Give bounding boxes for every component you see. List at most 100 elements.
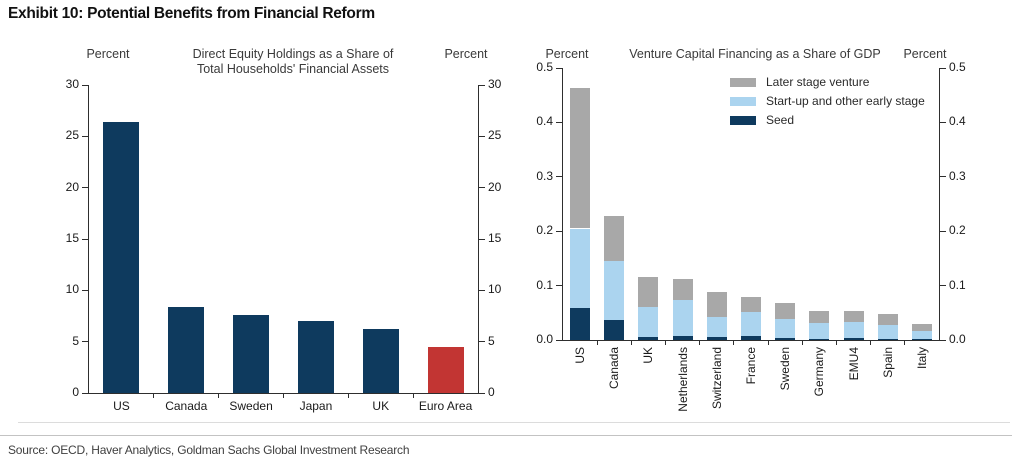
right-chart-plot-area: 0.0 0.0 0.1 0.1 0.2 0.2 0.3 0.3 0.4 0.4 0.5 0.5 US Ca… (536, 60, 965, 412)
y-axis-tick-right (940, 67, 946, 69)
y-axis-tick-left (82, 341, 88, 343)
x-axis-tick (904, 340, 906, 345)
y-axis-label-left: 0.3 (536, 168, 553, 183)
x-category-label: Sweden (778, 347, 793, 391)
source-note: Source: OECD, Haver Analytics, Goldman S… (8, 443, 410, 457)
right-chart-left-axis-unit: Percent (545, 47, 589, 61)
legend-item-start-up: Start-up and other early stage (730, 94, 925, 108)
bar-segment-start-up-italy (911, 331, 932, 340)
bar-canada (168, 306, 205, 393)
x-axis-tick (665, 340, 667, 345)
x-axis-tick (699, 340, 701, 345)
left-chart-left-axis-unit: Percent (86, 47, 130, 61)
bar-segment-later-spain (877, 314, 898, 325)
x-axis-tick (412, 393, 414, 398)
bar-sweden (233, 314, 270, 393)
bar-segment-start-up-spain (877, 324, 898, 339)
x-category-label-holder: Netherlands (666, 347, 700, 429)
x-category-label: US (573, 347, 588, 364)
x-category-label-holder: Sweden (768, 347, 802, 429)
y-axis-tick-left (556, 176, 562, 178)
bar-segment-start-up-france (741, 312, 761, 337)
x-axis-tick (630, 340, 632, 345)
y-axis-tick-right (479, 187, 485, 189)
bar-segment-start-up-switzerland (706, 317, 727, 338)
y-axis-label-right: 0.4 (949, 114, 966, 129)
bar-segment-start-up-emu4 (843, 322, 864, 338)
y-axis-label-left: 5 (72, 333, 79, 348)
legend-item-seed: Seed (730, 113, 925, 127)
y-axis-label-left: 0.0 (536, 332, 553, 346)
x-category-label-holder: UK (631, 347, 665, 429)
y-axis-tick-left (556, 121, 562, 123)
right-chart-title: Venture Capital Financing as a Share of … (629, 47, 881, 61)
y-axis-label-right: 0.1 (949, 277, 966, 292)
x-category-label: Italy (914, 347, 929, 370)
x-axis-tick (835, 340, 837, 345)
x-category-label-holder: Spain (871, 347, 905, 429)
x-category-label: Switzerland (709, 347, 724, 410)
y-axis-tick-right (940, 121, 946, 123)
bar-segment-seed-emu4 (843, 337, 864, 340)
y-axis-label-right: 30 (488, 77, 502, 91)
footer-divider-top (18, 422, 1010, 423)
y-axis-tick-left (556, 67, 562, 69)
bar-segment-later-france (741, 296, 761, 313)
bar-segment-start-up-germany (809, 323, 830, 339)
x-category-label: UK (372, 399, 390, 413)
x-category-label: Spain (880, 347, 895, 378)
y-axis-tick-right (479, 341, 485, 343)
exhibit-title: Exhibit 10: Potential Benefits from Fina… (8, 5, 375, 22)
x-category-label-holder: EMU4 (836, 347, 870, 429)
bar-segment-seed-france (741, 336, 761, 340)
x-axis-tick (218, 393, 220, 398)
y-axis-tick-left (82, 289, 88, 291)
legend-item-later: Later stage venture (730, 75, 925, 89)
x-category-label: Euro Area (418, 399, 473, 413)
y-axis-label-right: 0.2 (949, 223, 966, 238)
y-axis-label-right: 0.3 (949, 168, 966, 183)
y-axis-tick-left (82, 135, 88, 137)
x-axis-tick (283, 393, 284, 398)
x-axis-tick (801, 340, 803, 345)
x-category-label: Canada (165, 399, 208, 413)
bar-us (103, 121, 140, 393)
y-axis-label-left: 0.2 (536, 223, 553, 238)
y-axis-tick-right (940, 230, 946, 232)
x-category-label-holder: France (734, 347, 768, 429)
bar-segment-start-up-netherlands (672, 300, 693, 336)
bar-segment-later-germany (809, 310, 830, 324)
bar-segment-later-italy (911, 323, 932, 332)
bar-segment-start-up-canada (604, 260, 625, 320)
bar-euro-area (427, 346, 464, 393)
y-axis-tick-right (940, 176, 946, 178)
x-category-label: Sweden (229, 399, 273, 413)
x-category-label-holder: Switzerland (700, 347, 734, 429)
bar-segment-seed-us (570, 308, 591, 340)
bar-segment-start-up-sweden (775, 318, 796, 338)
x-category-label: UK (641, 347, 656, 364)
y-axis-label-right: 0.5 (949, 60, 966, 74)
x-axis-tick (153, 393, 155, 398)
bar-segment-seed-italy (911, 339, 932, 340)
legend-swatch (730, 115, 756, 125)
x-category-label: Canada (607, 347, 622, 390)
y-axis-tick-right (479, 392, 485, 394)
bar-segment-later-uk (638, 277, 659, 308)
bar-segment-later-us (570, 87, 591, 229)
y-axis-tick-right (940, 285, 946, 287)
x-category-label: France (743, 347, 758, 385)
y-axis-label-left: 10 (65, 282, 79, 297)
x-axis-tick (733, 340, 735, 345)
x-category-label: US (113, 399, 130, 413)
y-axis-label-right: 0 (488, 385, 495, 399)
bar-segment-later-emu4 (843, 310, 864, 323)
y-axis-label-right: 20 (488, 179, 502, 194)
x-category-label: EMU4 (846, 347, 861, 381)
legend-label: Seed (766, 113, 795, 127)
legend-swatch (730, 96, 756, 106)
y-axis-label-right: 10 (488, 282, 502, 297)
bar-segment-seed-spain (877, 338, 898, 340)
x-axis-tick (870, 340, 872, 345)
